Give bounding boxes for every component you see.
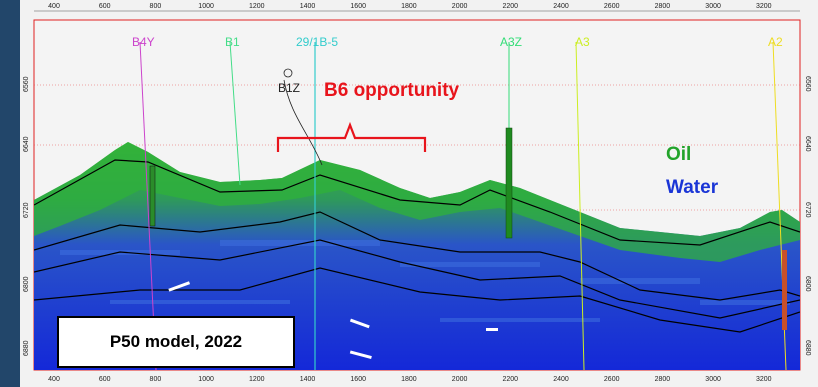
legend-oil: Oil <box>666 144 691 165</box>
well-label-a3: A3 <box>575 35 590 49</box>
depth-label-right-2: 6720 <box>804 202 811 218</box>
bottom-tick-label: 3000 <box>705 376 721 383</box>
well-label-a3z: A3Z <box>500 35 522 49</box>
depth-label-right-1: 6640 <box>804 136 811 152</box>
right-depth-axis: 6560 6640 6720 6800 6880 <box>804 76 811 356</box>
top-tick-label: 1400 <box>300 3 316 10</box>
depth-label-left-1: 6640 <box>23 136 30 152</box>
bottom-tick-label: 2000 <box>452 376 468 383</box>
well-b1z-symbol <box>283 68 293 78</box>
bottom-tick-label: 1600 <box>350 376 366 383</box>
depth-label-right-3: 6800 <box>804 276 811 292</box>
bottom-tick-label: 600 <box>99 376 111 383</box>
opportunity-label: B6 opportunity <box>324 80 460 101</box>
top-tick-label: 1200 <box>249 3 265 10</box>
well-labels: B4Y B1 29/1B-5 B1Z A3Z A3 A2 <box>132 35 783 95</box>
top-ticks: 400 600 800 1000 1200 1400 1600 1800 2000 2200 240… <box>48 3 772 10</box>
depth-label-left-0: 6560 <box>23 76 30 92</box>
well-label-b1z: B1Z <box>278 81 300 95</box>
bottom-tick-label: 400 <box>48 376 60 383</box>
white-markers <box>168 281 498 360</box>
well-a3-trace <box>575 41 585 371</box>
well-label-b1: B1 <box>225 35 240 49</box>
legend-water: Water <box>666 177 719 198</box>
left-depth-axis: 6560 6640 6720 6800 6880 <box>23 76 30 356</box>
top-tick-label: 2200 <box>503 3 519 10</box>
horizons <box>34 159 800 333</box>
top-tick-label: 400 <box>48 3 60 10</box>
well-label-2918b5: 29/1B-5 <box>296 35 338 49</box>
opportunity-brace <box>276 121 427 152</box>
depth-label-left-3: 6800 <box>23 276 30 292</box>
top-tick-label: 800 <box>150 3 162 10</box>
depth-label-right-0: 6560 <box>804 76 811 92</box>
well-label-b4y: B4Y <box>132 35 155 49</box>
well-b4y-trace <box>139 41 157 371</box>
top-tick-label: 2800 <box>655 3 671 10</box>
reservoir-cross-section: B4Y B1 29/1B-5 B1Z A3Z A3 A2 B6 opportun… <box>23 3 811 383</box>
top-tick-label: 3000 <box>705 3 721 10</box>
well-trajectories <box>139 41 787 371</box>
top-tick-label: 1600 <box>350 3 366 10</box>
bottom-tick-label: 2600 <box>604 376 620 383</box>
top-tick-label: 1000 <box>198 3 214 10</box>
model-label-box: P50 model, 2022 <box>57 316 295 368</box>
bottom-tick-label: 2400 <box>553 376 569 383</box>
depth-label-left-4: 6880 <box>23 340 30 356</box>
bottom-tick-label: 1800 <box>401 376 417 383</box>
bottom-tick-label: 3200 <box>756 376 772 383</box>
bottom-tick-label: 800 <box>150 376 162 383</box>
top-tick-label: 1800 <box>401 3 417 10</box>
bottom-ticks: 400 600 800 1000 1200 1400 1600 1800 2000 2200 240… <box>48 376 772 383</box>
bottom-tick-label: 2800 <box>655 376 671 383</box>
top-tick-label: 600 <box>99 3 111 10</box>
cross-section-panel: B4Y B1 29/1B-5 B1Z A3Z A3 A2 B6 opportun… <box>20 0 818 387</box>
top-tick-label: 2000 <box>452 3 468 10</box>
well-label-a2: A2 <box>768 35 783 49</box>
bottom-tick-label: 1000 <box>198 376 214 383</box>
model-label: P50 model, 2022 <box>109 332 243 351</box>
bottom-tick-label: 2200 <box>503 376 519 383</box>
bottom-tick-label: 1400 <box>300 376 316 383</box>
top-tick-label: 2600 <box>604 3 620 10</box>
well-b4y-log <box>149 165 156 227</box>
well-a3z-log <box>505 127 513 239</box>
well-b1z-trace <box>283 79 323 166</box>
top-tick-label: 2400 <box>553 3 569 10</box>
well-b1-trace <box>229 41 241 186</box>
depth-label-right-4: 6880 <box>804 340 811 356</box>
top-tick-label: 3200 <box>756 3 772 10</box>
well-a2-log <box>782 250 787 330</box>
bottom-tick-label: 1200 <box>249 376 265 383</box>
depth-label-left-2: 6720 <box>23 202 30 218</box>
